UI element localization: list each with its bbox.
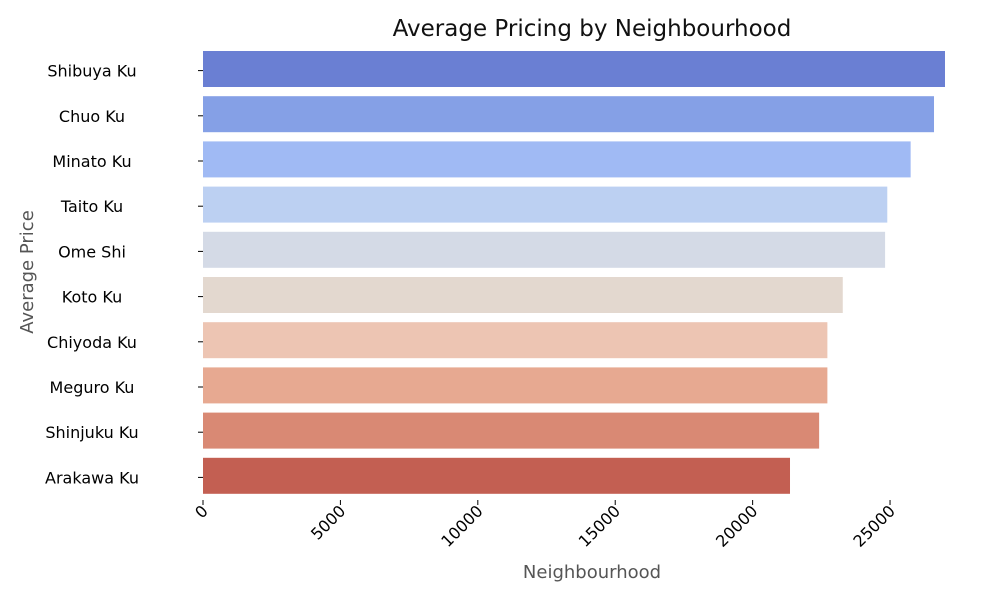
bar-shinjuku-ku — [203, 412, 820, 449]
bar-meguro-ku — [203, 367, 828, 404]
bar-chuo-ku — [203, 96, 935, 133]
category-label: Taito Ku — [60, 197, 123, 216]
x-tick-label: 20000 — [712, 501, 761, 550]
x-tick-label: 5000 — [307, 501, 349, 543]
x-ticks-group: 0 5000 10000 15000 20000 25000 — [191, 500, 899, 551]
category-label: Shinjuku Ku — [45, 423, 138, 442]
bar-minato-ku — [203, 141, 911, 178]
bar-arakawa-ku — [203, 457, 791, 494]
x-tick-label: 0 — [191, 501, 212, 522]
x-tick-label: 10000 — [437, 501, 486, 550]
category-labels-group: Shibuya Ku Chuo Ku Minato Ku Taito Ku Ome Sh… — [45, 62, 203, 487]
category-label: Koto Ku — [62, 288, 122, 307]
y-axis-label: Average Price — [17, 210, 38, 334]
category-label: Chiyoda Ku — [47, 333, 137, 352]
bars-group — [203, 51, 945, 494]
category-label: Chuo Ku — [59, 107, 125, 126]
chart-title: Average Pricing by Neighbourhood — [393, 16, 792, 42]
x-tick-label: 15000 — [575, 501, 624, 550]
category-label: Ome Shi — [58, 242, 126, 261]
bar-ome-shi — [203, 231, 886, 268]
category-label: Minato Ku — [52, 152, 131, 171]
x-tick-label: 25000 — [849, 501, 898, 550]
category-label: Meguro Ku — [50, 378, 135, 397]
bar-taito-ku — [203, 186, 888, 223]
x-axis-label: Neighbourhood — [523, 562, 661, 583]
category-label: Shibuya Ku — [47, 62, 136, 81]
bar-shibuya-ku — [203, 51, 945, 87]
bar-chiyoda-ku — [203, 322, 828, 359]
category-label: Arakawa Ku — [45, 468, 139, 487]
bar-koto-ku — [203, 277, 843, 313]
